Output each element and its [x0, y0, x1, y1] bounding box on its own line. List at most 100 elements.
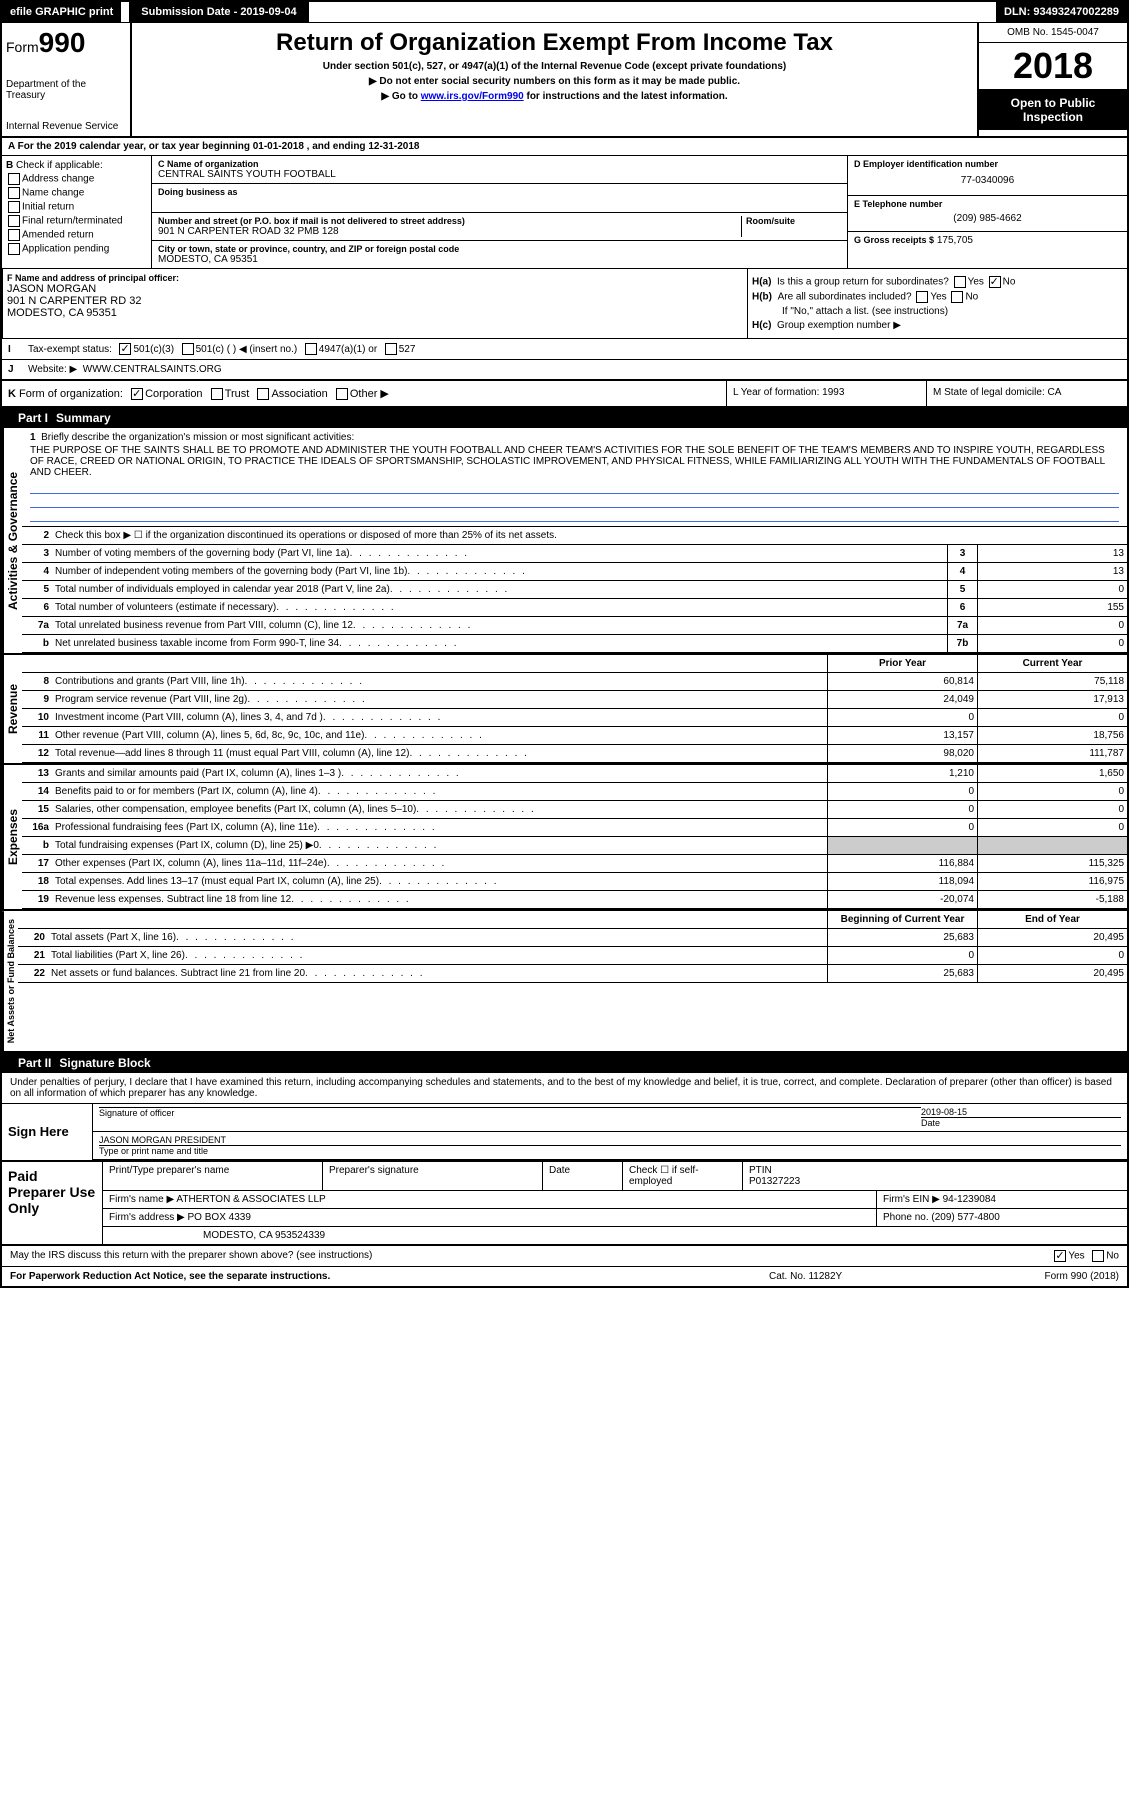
firm-phone-label: Phone no. — [883, 1212, 929, 1223]
checkbox-pending[interactable] — [8, 243, 20, 255]
row-num: 13 — [22, 765, 52, 782]
row-num: 7a — [22, 617, 52, 634]
row-val: 0 — [977, 617, 1127, 634]
section-b-checkboxes: B Check if applicable: Address change Na… — [2, 156, 152, 268]
row-col: 7a — [947, 617, 977, 634]
prior-val: 116,884 — [827, 855, 977, 872]
website-label: Website: ▶ — [28, 364, 77, 375]
row-label: Number of voting members of the governin… — [52, 545, 947, 562]
irs-link[interactable]: www.irs.gov/Form990 — [421, 91, 524, 102]
prior-val: -20,074 — [827, 891, 977, 908]
g-label: G Gross receipts $ — [854, 235, 934, 245]
ha-no-checkbox[interactable] — [989, 276, 1001, 288]
hb-no-checkbox[interactable] — [951, 291, 963, 303]
city-state-zip: MODESTO, CA 95351 — [158, 254, 841, 265]
row-val: 155 — [977, 599, 1127, 616]
trust-checkbox[interactable] — [211, 388, 223, 400]
prior-val: 13,157 — [827, 727, 977, 744]
firm-name-label: Firm's name ▶ — [109, 1194, 174, 1205]
row-num: 8 — [22, 673, 52, 690]
part1-label: Part I — [10, 411, 56, 425]
header-left: Form990 Department of the Treasury Inter… — [2, 23, 132, 136]
name-title-label: Type or print name and title — [99, 1145, 1121, 1156]
mission-label: Briefly describe the organization's miss… — [41, 432, 354, 443]
row-num: 17 — [22, 855, 52, 872]
assoc-checkbox[interactable] — [257, 388, 269, 400]
corp-checkbox[interactable] — [131, 388, 143, 400]
checkbox-name-change[interactable] — [8, 187, 20, 199]
ein: 77-0340096 — [854, 169, 1121, 192]
prior-val: 25,683 — [827, 965, 977, 982]
row-num: 5 — [22, 581, 52, 598]
prior-val: 118,094 — [827, 873, 977, 890]
row-col: 5 — [947, 581, 977, 598]
row-label: Investment income (Part VIII, column (A)… — [52, 709, 827, 726]
part1-title: Summary — [56, 411, 111, 425]
prep-date-label: Date — [543, 1162, 623, 1190]
j-label: J — [8, 364, 28, 375]
501c3-checkbox[interactable] — [119, 343, 131, 355]
row-label: Professional fundraising fees (Part IX, … — [52, 819, 827, 836]
row-label: Total expenses. Add lines 13–17 (must eq… — [52, 873, 827, 890]
row-num: 10 — [22, 709, 52, 726]
prior-val: 60,814 — [827, 673, 977, 690]
checkbox-initial[interactable] — [8, 201, 20, 213]
check-if-label: Check if applicable: — [16, 160, 103, 171]
4947-checkbox[interactable] — [305, 343, 317, 355]
k-label: K — [8, 388, 16, 400]
dba-label: Doing business as — [158, 187, 841, 197]
line-a: A For the 2019 calendar year, or tax yea… — [2, 138, 1127, 156]
row-val: 0 — [977, 635, 1127, 652]
row-label: Net unrelated business taxable income fr… — [52, 635, 947, 652]
row-num: 11 — [22, 727, 52, 744]
form-org-label: Form of organization: — [19, 388, 123, 400]
irs-label: Internal Revenue Service — [6, 121, 126, 132]
ha-yes-checkbox[interactable] — [954, 276, 966, 288]
ptin-label: PTIN — [749, 1165, 1121, 1176]
discuss-no-checkbox[interactable] — [1092, 1250, 1104, 1262]
hb-yes-checkbox[interactable] — [916, 291, 928, 303]
officer-typed-name: JASON MORGAN PRESIDENT — [99, 1135, 1121, 1145]
prior-val: 24,049 — [827, 691, 977, 708]
row-label: Total liabilities (Part X, line 26) — [48, 947, 827, 964]
header-center: Return of Organization Exempt From Incom… — [132, 23, 977, 136]
beginning-year-header: Beginning of Current Year — [827, 911, 977, 928]
sig-date-label: Date — [921, 1117, 1121, 1128]
current-val: -5,188 — [977, 891, 1127, 908]
prep-sig-label: Preparer's signature — [323, 1162, 543, 1190]
current-val: 1,650 — [977, 765, 1127, 782]
main-title: Return of Organization Exempt From Incom… — [138, 29, 971, 57]
checkbox-addr-change[interactable] — [8, 173, 20, 185]
current-val: 20,495 — [977, 965, 1127, 982]
row-num: 3 — [22, 545, 52, 562]
row-col: 7b — [947, 635, 977, 652]
checkbox-final[interactable] — [8, 215, 20, 227]
row-label: Program service revenue (Part VIII, line… — [52, 691, 827, 708]
topbar: efile GRAPHIC print Submission Date - 20… — [2, 2, 1127, 23]
firm-name: ATHERTON & ASSOCIATES LLP — [176, 1194, 325, 1205]
form-footer: Form 990 (2018) — [969, 1271, 1119, 1282]
row-label: Total fundraising expenses (Part IX, col… — [52, 837, 827, 854]
subtitle-1: Under section 501(c), 527, or 4947(a)(1)… — [138, 61, 971, 72]
other-checkbox[interactable] — [336, 388, 348, 400]
efile-button[interactable]: efile GRAPHIC print — [2, 2, 121, 22]
f-label: F Name and address of principal officer: — [7, 273, 743, 283]
current-val: 18,756 — [977, 727, 1127, 744]
part2-title: Signature Block — [59, 1056, 150, 1070]
row-label: Number of independent voting members of … — [52, 563, 947, 580]
row-num: 14 — [22, 783, 52, 800]
prior-val — [827, 837, 977, 854]
checkbox-amended[interactable] — [8, 229, 20, 241]
prior-val: 0 — [827, 947, 977, 964]
527-checkbox[interactable] — [385, 343, 397, 355]
current-val: 0 — [977, 709, 1127, 726]
row-label: Total unrelated business revenue from Pa… — [52, 617, 947, 634]
ptin-value: P01327223 — [749, 1176, 1121, 1187]
current-val — [977, 837, 1127, 854]
row-label: Total number of volunteers (estimate if … — [52, 599, 947, 616]
501c-checkbox[interactable] — [182, 343, 194, 355]
row-num: 4 — [22, 563, 52, 580]
addr-label: Number and street (or P.O. box if mail i… — [158, 216, 741, 226]
discuss-yes-checkbox[interactable] — [1054, 1250, 1066, 1262]
vert-net-assets: Net Assets or Fund Balances — [2, 911, 18, 1051]
